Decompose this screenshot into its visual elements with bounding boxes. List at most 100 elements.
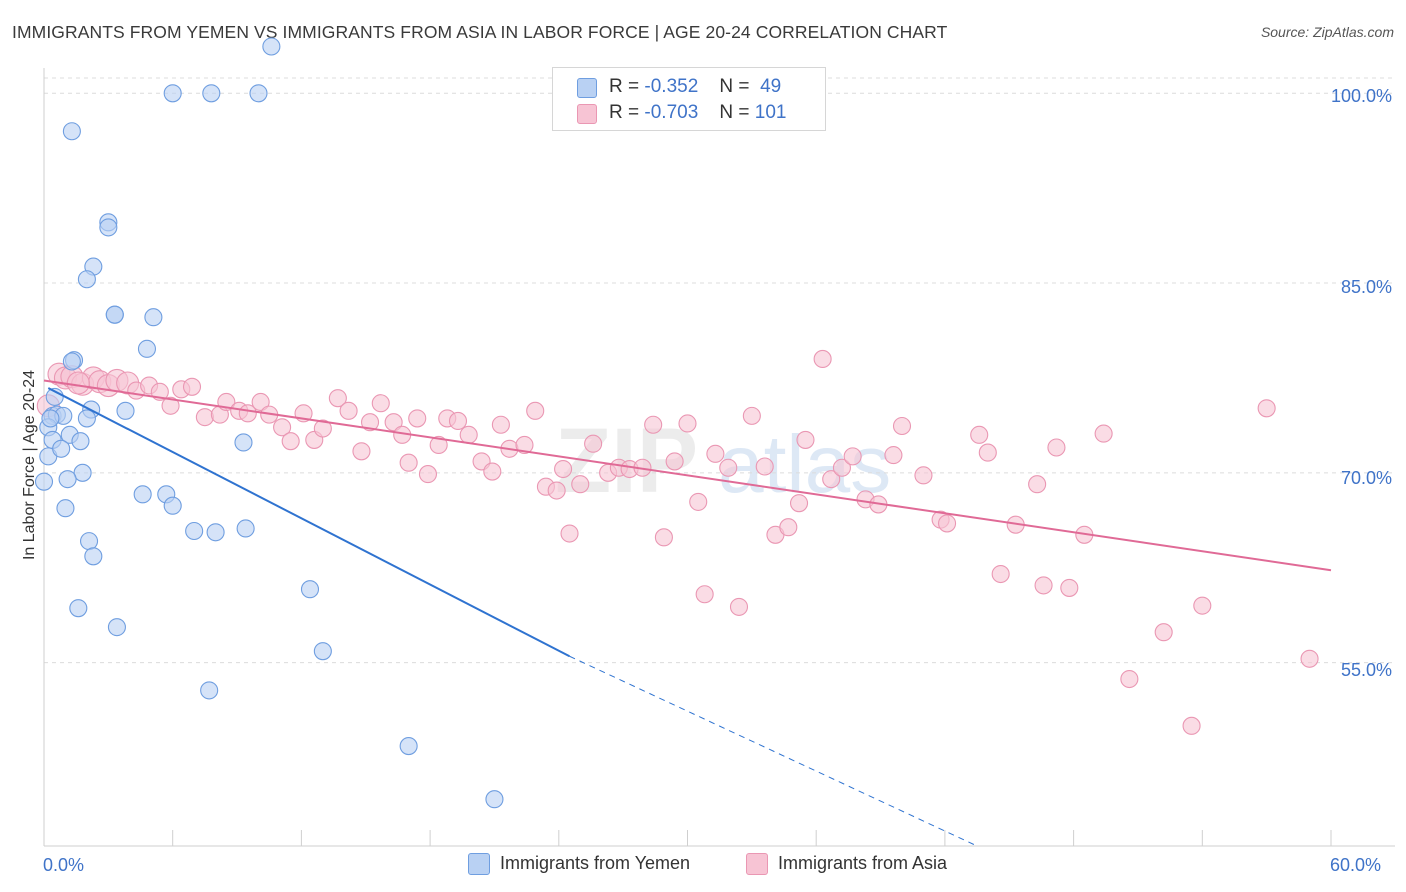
asia-point-93 [1094,424,1113,443]
asia-point-52 [571,475,590,494]
asia-point-96 [1182,716,1201,735]
yemen-point-23 [71,432,90,451]
legend-yemen-label: Immigrants from Yemen [500,853,691,873]
asia-point-94 [1120,669,1139,689]
asia-point-65 [719,458,738,477]
yemen-trend-line [47,387,570,658]
yemen-point-39 [84,547,103,566]
asia-point-74 [822,470,841,489]
asia-point-30 [352,442,371,461]
yemen-point-16 [116,401,135,420]
yemen-trend-extension [569,655,978,847]
asia-point-61 [678,414,697,433]
yemen-point-37 [236,519,255,538]
yemen-points [34,37,504,809]
y-tick-label-85: 85.0% [1340,277,1392,297]
legend-asia-label: Immigrants from Asia [778,853,948,873]
asia-point-98 [1257,399,1276,418]
yemen-point-1 [202,84,221,103]
yemen-point-11 [137,339,157,358]
yemen-point-38 [79,532,99,551]
asia-swatch [577,104,597,124]
asia-point-66 [729,597,749,616]
asia-point-99 [1300,649,1319,668]
asia-point-40 [448,411,468,430]
yemen-point-48 [41,409,60,428]
asia-point-16 [195,408,214,427]
yemen-point-45 [399,737,418,756]
chart-title: IMMIGRANTS FROM YEMEN VS IMMIGRANTS FROM… [12,22,948,42]
asia-point-33 [384,413,403,432]
asia-point-23 [273,418,292,437]
yemen-point-2 [249,84,268,103]
yemen-point-5 [99,218,118,237]
asia-point-68 [755,457,774,476]
asia-point-24 [281,432,300,451]
asia-point-15 [161,396,180,415]
y-tick-label-55: 55.0% [1340,660,1392,680]
source-label: Source: ZipAtlas.com [1260,24,1394,40]
asia-point-85 [978,443,997,462]
asia-stats-text: R = -0.703 N = 101 [609,102,787,123]
asia-point-36 [408,409,427,428]
yemen-point-3 [62,122,81,141]
x-tick-label-60: 60.0% [1330,855,1382,875]
yemen-point-33 [163,496,182,515]
yemen-point-29 [34,472,54,491]
trend-lines [43,379,1332,847]
asia-point-41 [459,425,478,444]
asia-point-79 [884,446,903,465]
yemen-point-36 [206,523,225,542]
yemen-point-47 [262,37,281,56]
asia-point-38 [429,435,448,455]
asia-point-35 [399,453,418,472]
asia-point-32 [371,394,390,413]
asia-point-88 [1028,475,1047,494]
asia-point-53 [584,434,603,453]
asia-point-63 [695,585,714,604]
asia-point-90 [1047,438,1066,457]
asia-point-28 [328,389,347,408]
asia-point-80 [892,416,912,436]
yemen-point-44 [200,681,219,700]
yemen-point-28 [58,470,77,489]
asia-point-67 [742,406,761,425]
asia-point-83 [937,514,957,533]
y-tick-label-100: 100.0% [1330,86,1392,106]
yemen-point-0 [163,84,182,103]
asia-point-91 [1060,578,1079,597]
asia-point-62 [689,492,708,511]
legend-yemen-swatch [468,853,490,875]
asia-point-59 [654,528,673,547]
asia-point-72 [796,430,815,449]
asia-point-37 [418,465,438,484]
stats-legend: R = -0.352 N = 49 R = -0.703 N = 101 [552,67,826,131]
asia-point-89 [1034,576,1053,595]
asia-point-29 [339,401,358,420]
yemen-point-42 [107,618,126,637]
y-tick-label-70: 70.0% [1340,468,1392,488]
asia-point-60 [665,452,684,471]
asia-point-81 [914,466,933,485]
asia-point-51 [560,524,579,543]
asia-point-64 [706,444,725,463]
y-axis-title: In Labor Force | Age 20-24 [21,369,38,561]
asia-point-73 [813,349,832,369]
yemen-point-10 [144,308,163,327]
asia-point-49 [547,481,566,500]
yemen-point-7 [77,270,96,289]
yemen-point-26 [52,439,71,458]
yemen-point-30 [234,433,253,452]
yemen-point-9 [105,305,124,324]
asia-point-95 [1154,623,1173,642]
asia-point-70 [779,518,798,537]
legend-asia-swatch [746,853,768,875]
yemen-point-46 [485,790,504,809]
gridlines [44,77,1395,664]
asia-point-50 [554,459,573,479]
asia-point-47 [526,401,545,420]
asia-point-58 [644,415,663,434]
asia-point-84 [970,425,989,444]
yemen-swatch [577,78,597,98]
yemen-point-31 [133,485,152,504]
